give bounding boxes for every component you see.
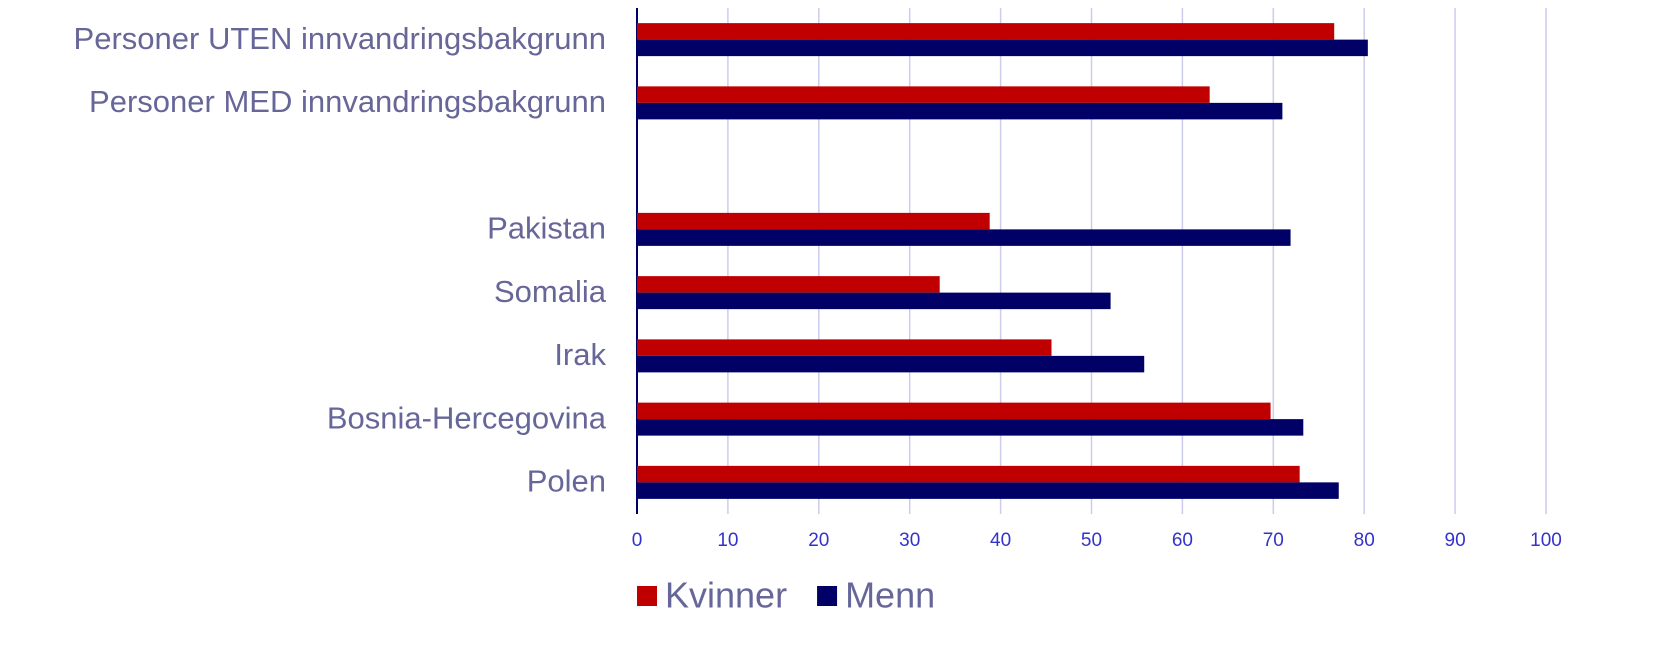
y-tick-label: Bosnia-Hercegovina bbox=[327, 400, 607, 435]
x-tick-label: 70 bbox=[1263, 530, 1284, 551]
bar bbox=[637, 229, 1291, 246]
bar bbox=[637, 23, 1335, 40]
bar bbox=[637, 402, 1271, 420]
bar bbox=[637, 482, 1339, 499]
bar bbox=[637, 292, 1111, 310]
bar bbox=[637, 465, 1300, 483]
bar bbox=[637, 339, 1052, 356]
x-tick-label: 100 bbox=[1530, 530, 1562, 551]
y-tick-label: Polen bbox=[527, 464, 606, 499]
x-tick-label: 60 bbox=[1172, 530, 1193, 551]
x-tick-label: 40 bbox=[990, 530, 1011, 551]
bar bbox=[637, 39, 1368, 57]
y-tick-label: Irak bbox=[554, 337, 606, 372]
y-tick-label: Personer UTEN innvandringsbakgrunn bbox=[74, 21, 606, 56]
bar bbox=[637, 212, 990, 230]
x-tick-label: 20 bbox=[808, 530, 829, 551]
legend-label: Kvinner bbox=[665, 575, 787, 616]
x-tick-label: 50 bbox=[1081, 530, 1102, 551]
y-tick-label: Somalia bbox=[494, 274, 607, 309]
x-tick-label: 0 bbox=[632, 530, 643, 551]
legend-swatch bbox=[817, 586, 838, 606]
x-tick-label: 80 bbox=[1354, 530, 1375, 551]
bar bbox=[637, 419, 1304, 436]
legend-swatch bbox=[637, 586, 657, 606]
bar bbox=[637, 276, 940, 293]
y-tick-label: Personer MED innvandringsbakgrunn bbox=[89, 84, 606, 119]
legend-label: Menn bbox=[845, 575, 935, 616]
x-tick-label: 10 bbox=[717, 530, 738, 551]
x-tick-label: 90 bbox=[1445, 530, 1466, 551]
bar bbox=[637, 86, 1210, 103]
x-tick-label: 30 bbox=[899, 530, 920, 551]
bar bbox=[637, 102, 1283, 120]
y-tick-label: Pakistan bbox=[487, 211, 606, 246]
bar bbox=[637, 355, 1145, 373]
